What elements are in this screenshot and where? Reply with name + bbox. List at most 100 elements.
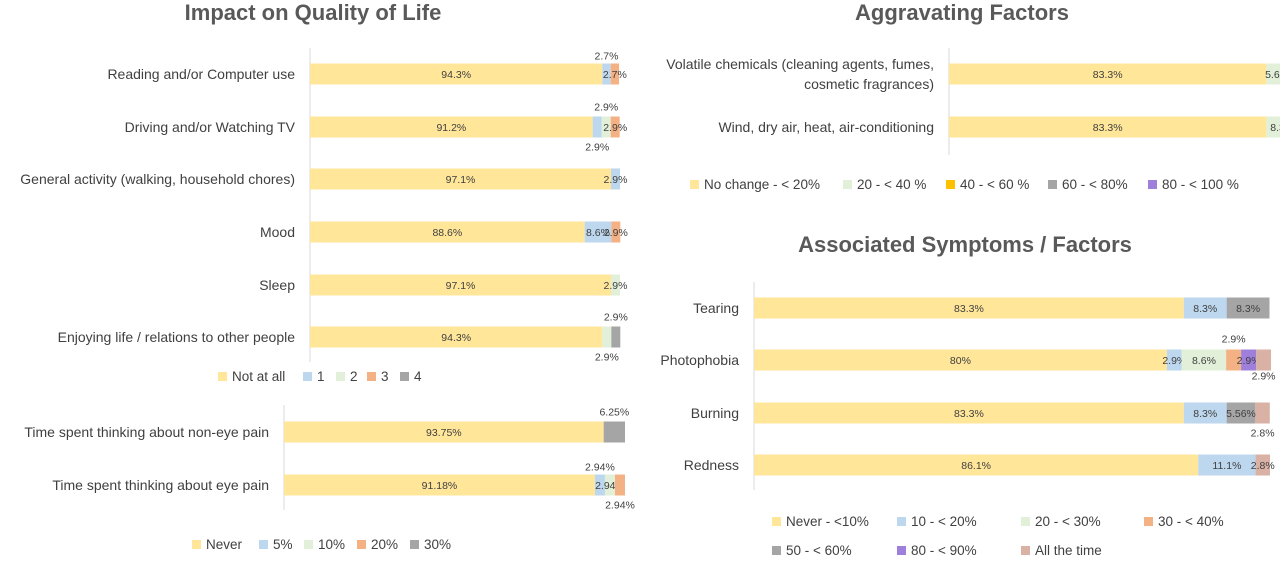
data-label: 80% (950, 355, 971, 367)
legend-swatch (897, 517, 906, 526)
data-label: 2.9% (604, 174, 628, 186)
bar-10-20-redness (1198, 454, 1256, 476)
legend-entry: 60 - < 80% (1062, 177, 1128, 192)
data-label: 8.3% (1193, 408, 1217, 420)
legend-swatch (946, 180, 955, 189)
category-label: Driving and/or Watching TV (125, 119, 296, 135)
legend-entry: 80 - < 90% (911, 543, 977, 558)
data-label: 2.9% (1222, 334, 1246, 346)
data-label: 2.94% (605, 500, 635, 512)
data-label: 83.3% (1093, 122, 1123, 134)
data-label: 91.2% (436, 122, 466, 134)
data-label: 2.8% (1251, 460, 1275, 472)
legend-swatch (897, 546, 906, 555)
category-label: Redness (684, 457, 739, 473)
data-label: 8.6% (586, 227, 610, 239)
data-label: 2.8% (1251, 428, 1275, 440)
data-label: 2.9% (604, 227, 628, 239)
data-label: 2.9% (585, 142, 609, 154)
bar-20-30-photophobia (1181, 349, 1227, 371)
bar-30-40-photophobia (1226, 349, 1242, 371)
legend-entry: 4 (414, 369, 422, 384)
legend-entry: 3 (381, 369, 389, 384)
data-label: 83.3% (954, 303, 984, 315)
data-label: 8.3% (1270, 122, 1280, 134)
legend-entry: 5% (273, 537, 293, 552)
data-label: 94.3% (441, 69, 471, 81)
legend-entry: 20 - < 30% (1035, 514, 1101, 529)
chart-0: Reading and/or Computer use 94.3% 2.7% 2.7%… (20, 48, 628, 384)
bar-3-mood (611, 221, 621, 243)
legend-entry: 50 - < 60% (786, 543, 852, 558)
data-label: 2.9% (604, 312, 628, 324)
legend-swatch (1144, 517, 1153, 526)
category-label: Sleep (259, 277, 295, 293)
data-label: 2.9% (594, 102, 618, 114)
legend-entry: 10% (318, 537, 345, 552)
data-label: 2.94% (585, 462, 615, 474)
bar-4-enjoying-life-relations-to-oth (611, 326, 621, 348)
bar-5-time-spent-thinking-about-eye- (594, 474, 605, 496)
bar-1-reading-and-or-computer-use (602, 63, 611, 85)
legend-entry: No change - < 20% (704, 177, 820, 192)
bar-10-time-spent-thinking-about-eye- (604, 474, 615, 496)
legend-entry: 20 - < 40 % (857, 177, 926, 192)
bar-never-time-spent-thinking-about-eye- (284, 474, 595, 496)
chart-title-aggravating-factors: Aggravating Factors (855, 0, 1069, 25)
bar-not-at-all-mood (310, 221, 585, 243)
bar-not-at-all-sleep (310, 274, 612, 296)
legend-entry: 1 (317, 369, 325, 384)
legend-entry: 80 - < 100 % (1162, 177, 1239, 192)
bar-not-at-all-reading-and-or-computer-use (310, 63, 603, 85)
legend-swatch (1021, 517, 1030, 526)
data-label: 2.9% (1162, 355, 1186, 367)
data-label: 8.6% (1192, 355, 1216, 367)
category-label: Burning (691, 405, 739, 421)
bar-30-time-spent-thinking-about-non- (603, 421, 625, 443)
category-label: Time spent thinking about non-eye pain (24, 424, 269, 440)
bar-no-change-20-wind-dry-air-heat-air-conditio (949, 116, 1267, 138)
bar-not-at-all-driving-and-or-watching-tv (310, 116, 593, 138)
chart-title-associated-symptoms: Associated Symptoms / Factors (798, 232, 1132, 257)
legend-entry: Not at all (232, 369, 285, 384)
legend-swatch (690, 180, 699, 189)
bar-not-at-all-enjoying-life-relations-to-oth (310, 326, 603, 348)
bar-2-driving-and-or-watching-tv (601, 116, 611, 138)
bar-10-20-tearing (1183, 297, 1227, 319)
bar-never-10-redness (754, 454, 1199, 476)
data-label: 2.9% (1237, 355, 1261, 367)
legend-entry: 20% (371, 537, 398, 552)
bar-10-20-burning (1183, 402, 1227, 424)
bar-all-the-time-redness (1255, 454, 1270, 476)
bar-50-60-burning (1226, 402, 1256, 424)
legend-swatch (259, 540, 268, 549)
legend-swatch (1148, 180, 1157, 189)
legend-swatch (367, 372, 376, 381)
legend-swatch (400, 372, 409, 381)
category-label: Photophobia (660, 352, 739, 368)
data-label: 8.3% (1193, 303, 1217, 315)
legend-swatch (772, 546, 781, 555)
category-label: General activity (walking, household cho… (20, 171, 295, 187)
bar-never-10-burning (754, 402, 1184, 424)
category-label: Wind, dry air, heat, air-conditioning (718, 119, 934, 135)
legend-swatch (357, 540, 366, 549)
legend-swatch (304, 540, 313, 549)
chart-1: Time spent thinking about non-eye pain 93… (24, 405, 635, 552)
bar-never-10-tearing (754, 297, 1184, 319)
data-label: 11.1% (1212, 460, 1241, 472)
legend-swatch (772, 517, 781, 526)
bar-not-at-all-general-activity-walking-house (310, 168, 612, 190)
bar-1-general-activity-walking-house (611, 168, 620, 190)
legend-swatch (192, 540, 201, 549)
bar-2-sleep (611, 274, 620, 296)
bar-3-driving-and-or-watching-tv (610, 116, 620, 138)
bar-20-time-spent-thinking-about-eye- (614, 474, 625, 496)
data-label: 88.6% (432, 227, 462, 239)
data-label: 5.56% (1226, 408, 1256, 420)
bar-1-driving-and-or-watching-tv (592, 116, 602, 138)
legend-entry: Never (206, 537, 243, 552)
data-label: 2.9% (595, 352, 619, 364)
data-label: 2.9% (1252, 371, 1276, 383)
data-label: 5.6% (1265, 69, 1280, 81)
